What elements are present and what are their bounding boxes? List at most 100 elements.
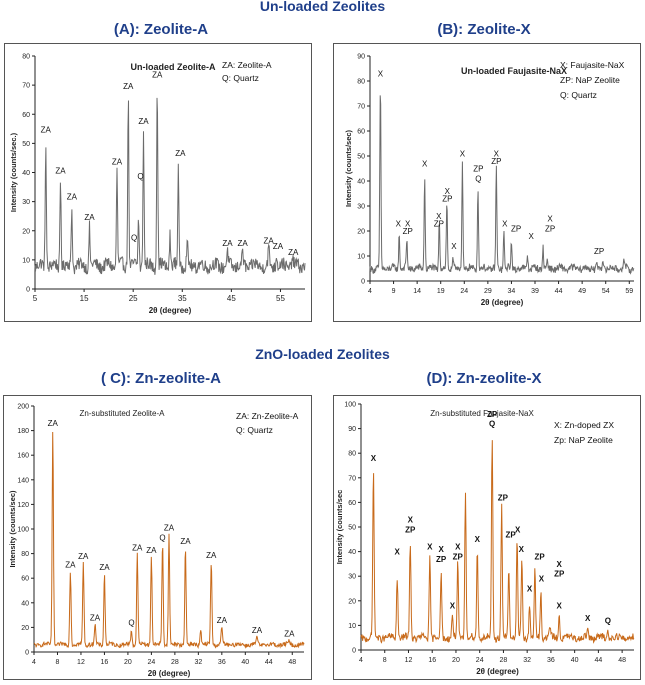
x-tick-label: 24 [476, 657, 484, 664]
peak-label: X [427, 543, 433, 552]
legend-entry: Q: Quartz [222, 73, 259, 83]
plot-title: Zn-substituted Faujasite-NaX [430, 409, 534, 418]
peak-label: X [460, 150, 466, 159]
peak-label: ZA [90, 613, 101, 622]
peak-label: X [405, 220, 411, 229]
peak-label: X [502, 220, 508, 229]
y-tick-label: 10 [348, 623, 356, 630]
panel-b-title: (B): Zeolite-X [437, 21, 531, 38]
x-tick-label: 20 [124, 659, 132, 666]
y-tick-label: 50 [22, 141, 30, 148]
peak-label: ZA [55, 166, 66, 175]
x-tick-label: 12 [405, 657, 413, 664]
peak-label: X [557, 560, 563, 569]
x-tick-label: 28 [171, 659, 179, 666]
peak-label: ZA [67, 193, 78, 202]
peak-label: X [395, 548, 401, 557]
y-tick-label: 100 [17, 527, 29, 534]
peak-label: ZA [65, 561, 76, 570]
peak-label: ZA [99, 563, 110, 572]
x-axis-label: 2θ (degree) [148, 669, 191, 678]
x-tick-label: 48 [288, 659, 296, 666]
peak-label: ZA [152, 70, 163, 79]
y-tick-label: 80 [22, 54, 30, 61]
y-tick-label: 0 [352, 648, 356, 655]
peak-label: X [451, 242, 457, 251]
y-tick-label: 40 [22, 170, 30, 177]
peak-label: Q [159, 534, 165, 543]
peak-label: X [547, 215, 553, 224]
peak-label: ZP [453, 552, 464, 561]
x-axis-label: 2θ (degree) [481, 298, 524, 307]
panel-c-frame: 0 20 40 60 80 100 120 140 160 180 200 4 8 12 16 20 24 28 3… [3, 395, 312, 680]
peak-label: Q [128, 618, 134, 627]
peak-label: ZA [217, 616, 228, 625]
x-tick-label: 49 [578, 288, 586, 295]
y-tick-label: 40 [348, 549, 356, 556]
peak-label: ZA [180, 537, 191, 546]
y-tick-label: 40 [21, 600, 29, 607]
x-tick-label: 19 [437, 288, 445, 295]
x-tick-label: 34 [508, 288, 516, 295]
x-tick-label: 24 [147, 659, 155, 666]
peak-label: X [422, 160, 428, 169]
y-tick-label: 200 [17, 404, 29, 411]
peak-label: X [436, 212, 442, 221]
panel-d-title: (D): Zn-zeolite-X [426, 370, 542, 387]
y-tick-label: 50 [357, 154, 365, 161]
y-tick-label: 0 [361, 279, 365, 286]
y-tick-label: 70 [357, 104, 365, 111]
xrd-pattern-line [360, 440, 635, 644]
peak-label: ZA [138, 117, 149, 126]
x-tick-label: 8 [56, 659, 60, 666]
peak-label: ZP [405, 525, 416, 534]
y-tick-label: 30 [348, 574, 356, 581]
peak-label: X [539, 575, 545, 584]
peak-label: ZA [84, 213, 95, 222]
x-tick-label: 15 [80, 294, 89, 303]
peak-label: ZA [132, 543, 143, 552]
y-tick-label: 60 [348, 500, 356, 507]
x-tick-label: 29 [484, 288, 492, 295]
x-tick-label: 40 [241, 659, 249, 666]
x-tick-label: 20 [452, 657, 460, 664]
y-tick-label: 20 [357, 229, 365, 236]
peak-label: ZP [511, 225, 521, 234]
x-tick-label: 16 [101, 659, 109, 666]
y-tick-label: 10 [22, 257, 30, 264]
peak-label: ZA [222, 239, 233, 248]
peak-label: X [438, 545, 444, 554]
x-tick-label: 25 [129, 294, 138, 303]
peak-label: ZP [535, 552, 546, 561]
x-tick-label: 35 [178, 294, 187, 303]
peak-label: ZA [78, 552, 89, 561]
peak-label: X [455, 543, 461, 552]
peak-label: X [494, 150, 500, 159]
peak-label: ZA [112, 158, 123, 167]
y-axis-label: Intensity (counts/sec [335, 490, 344, 565]
y-tick-label: 60 [21, 576, 29, 583]
x-tick-label: 44 [555, 288, 563, 295]
y-tick-label: 90 [348, 426, 356, 433]
y-tick-label: 10 [357, 254, 365, 261]
x-tick-label: 4 [359, 657, 363, 664]
peak-label: ZP [403, 227, 413, 236]
peak-label: X [585, 614, 591, 623]
xrd-pattern-line [34, 97, 306, 275]
x-tick-label: 24 [460, 288, 468, 295]
peak-label: Q [605, 616, 611, 625]
panel-a-frame: 0 10 20 30 40 50 60 70 80 5 15 25 35 45 55 2θ (degree) I… [4, 43, 312, 322]
peak-label: ZP [487, 410, 498, 419]
y-tick-label: 90 [357, 54, 365, 61]
y-tick-label: 80 [21, 551, 29, 558]
peak-label: Q [475, 175, 481, 184]
y-tick-label: 30 [22, 199, 30, 206]
y-tick-label: 60 [22, 112, 30, 119]
x-tick-label: 55 [276, 294, 285, 303]
peak-label: X [527, 584, 533, 593]
peak-label: ZP [554, 570, 565, 579]
peak-label: X [515, 525, 521, 534]
legend-entry: X: Faujasite-NaX [560, 60, 625, 70]
